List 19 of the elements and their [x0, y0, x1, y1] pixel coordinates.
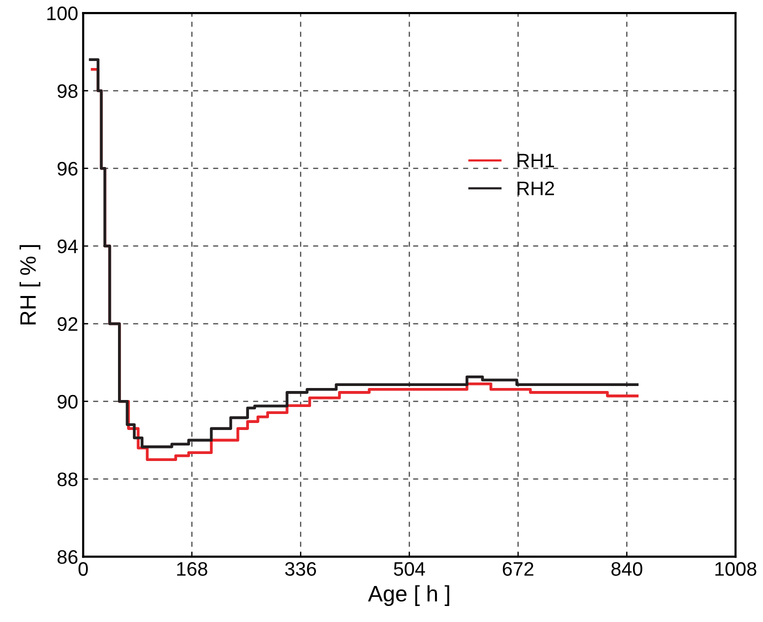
x-tick-label: 168: [177, 562, 208, 576]
x-tick-label: 672: [502, 562, 534, 576]
x-tick-label: 336: [285, 562, 316, 576]
x-tick-label: 0: [78, 562, 88, 576]
y-tick-label: 94: [58, 240, 78, 254]
y-tick-label: 98: [58, 84, 78, 98]
x-axis-title: Age [ h ]: [368, 585, 450, 606]
y-tick-label: 92: [58, 317, 78, 331]
y-tick-label: 100: [47, 6, 78, 20]
y-tick-label: 90: [58, 394, 78, 409]
y-tick-label: 88: [58, 472, 78, 486]
x-tick-label: 1008: [715, 562, 756, 576]
y-axis-title: RH [ % ]: [20, 245, 40, 324]
legend-label: RH2: [518, 182, 554, 196]
legend-label: RH1: [518, 154, 554, 168]
x-tick-label: 504: [394, 562, 426, 576]
x-tick-label: 840: [611, 562, 642, 576]
y-tick-label: 86: [58, 550, 78, 564]
y-tick-label: 96: [58, 162, 78, 176]
